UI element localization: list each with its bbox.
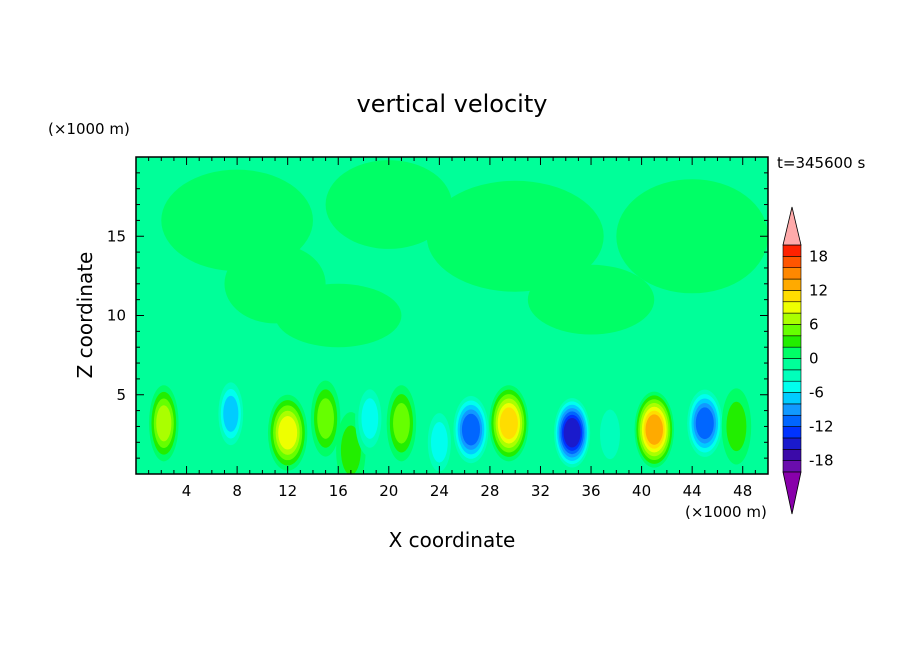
colorbar-segment [782,392,802,405]
colorbar-segment [782,312,802,325]
x-tick-label: 36 [581,482,600,500]
x-tick-label: 20 [379,482,398,500]
colorbar-segment [782,244,802,257]
updraft-region [616,179,768,294]
x-tick-label: 4 [182,482,192,500]
feature [685,385,725,462]
colorbar-segment [782,460,802,473]
feature-contour [156,405,172,442]
x-tick-label: 44 [683,482,702,500]
x-tick-label: 48 [733,482,752,500]
colorbar-segment [782,256,802,269]
feature-contour [499,407,518,440]
colorbar-segment [782,380,802,393]
feature [424,404,455,474]
feature-contour [461,413,480,446]
feature [149,385,179,462]
colorbar-segment [782,267,802,280]
colorbar-segment [782,414,802,427]
y-tick-label: 15 [107,227,126,245]
colorbar: 18 12 6 0 -6 -12 -18 [782,206,834,515]
colorbar-over-arrow [782,206,802,246]
updraft-region [527,264,655,335]
feature-contour [600,409,620,460]
colorbar-tick-label: 0 [809,350,819,368]
colorbar-segment [782,437,802,450]
y-tick-label: 5 [116,386,126,404]
colorbar-segment [782,301,802,314]
colorbar-segment [782,426,802,439]
x-tick-label: 8 [232,482,242,500]
feature-contour [695,407,714,440]
colorbar-segment [782,369,802,382]
y-tick-label: 10 [107,307,126,325]
x-tick-label: 32 [531,482,550,500]
feature-contour [361,398,379,439]
feature-contour [340,425,361,474]
feature [552,394,592,471]
colorbar-tick-label: -12 [809,418,834,436]
colorbar-segment [782,448,802,461]
chart-title: vertical velocity [357,90,548,118]
x-axis-label: X coordinate [389,528,516,552]
feature-contour [393,402,410,444]
feature [721,388,752,465]
upper-field [161,160,768,348]
x-tick-label: 16 [329,482,348,500]
colorbar-segment [782,346,802,359]
feature [386,385,417,462]
y-axis: 5 10 15 [107,156,768,475]
colorbar-segment [782,335,802,348]
feature [634,391,674,468]
feature-contour [645,414,663,445]
features-layer [149,375,752,474]
colorbar-tick-label: 12 [809,281,828,299]
plot-area [136,157,768,474]
updraft-region [426,180,604,292]
colorbar-segment [782,358,802,371]
feature-contour [278,416,298,450]
colorbar-segment [782,290,802,303]
feature [310,380,341,457]
updraft-region [275,283,402,348]
y-axis-label: Z coordinate [73,252,97,379]
x-tick-label: 12 [278,482,297,500]
feature [489,385,529,462]
feature-contour [317,398,334,439]
feature [451,391,491,468]
x-tick-label: 28 [480,482,499,500]
colorbar-tick-label: -18 [809,452,834,470]
feature-contour [223,395,239,432]
feature [267,394,308,471]
colorbar-segment [782,278,802,291]
feature-contour [563,418,581,448]
colorbar-tick-label: 18 [809,247,828,265]
feature-contour [430,422,448,463]
feature [216,375,246,452]
x-tick-label: 24 [430,482,449,500]
colorbar-segment [782,324,802,337]
colorbar-tick-label: 6 [809,315,819,333]
colorbar-segment [782,403,802,416]
feature-contour [726,401,747,452]
colorbar-under-arrow [782,471,802,515]
time-label: t=345600 s [777,154,865,172]
x-tick-label: 40 [632,482,651,500]
colorbar-tick-label: -6 [809,384,824,402]
feature [355,380,385,457]
y-unit-label: (×1000 m) [48,120,130,138]
feature [595,396,625,473]
x-unit-label: (×1000 m) [685,503,767,521]
x-axis: 4 8 12 16 20 24 28 32 36 40 44 48 [135,157,769,500]
updraft-region [325,160,452,249]
